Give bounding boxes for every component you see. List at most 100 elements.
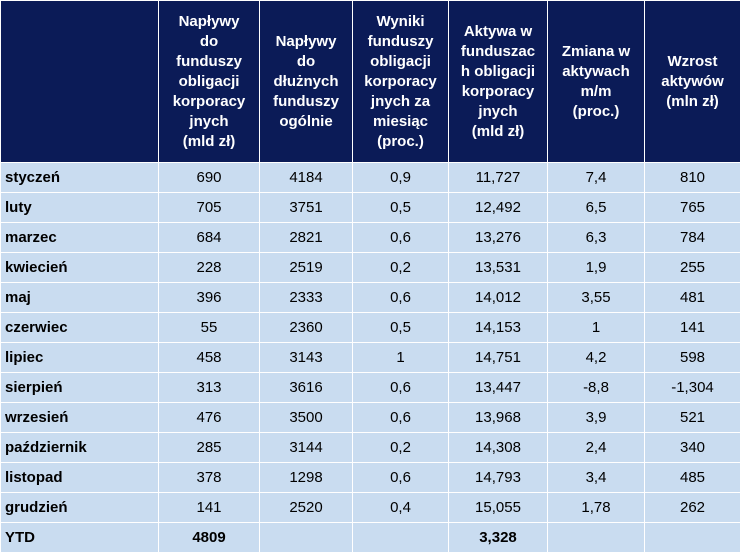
cell-debt-inflows: 2333 [260, 283, 353, 313]
cell-growth: 810 [645, 163, 740, 193]
cell-inflows: 141 [159, 493, 260, 523]
ytd-assets: 3,328 [449, 523, 548, 553]
table-row: lipiec 458 3143 1 14,751 4,2 598 [1, 343, 740, 373]
table-header: Napływy do funduszy obligacji korporacy … [1, 1, 740, 163]
cell-assets: 13,531 [449, 253, 548, 283]
cell-results: 0,6 [353, 463, 449, 493]
header-monthly-results: Wyniki funduszy obligacji korporacy jnyc… [353, 1, 449, 163]
cell-change: 6,5 [548, 193, 645, 223]
table-row: listopad 378 1298 0,6 14,793 3,4 485 [1, 463, 740, 493]
cell-results: 0,2 [353, 253, 449, 283]
cell-inflows: 705 [159, 193, 260, 223]
cell-debt-inflows: 2519 [260, 253, 353, 283]
cell-change: 1,78 [548, 493, 645, 523]
ytd-label: YTD [1, 523, 159, 553]
cell-inflows: 476 [159, 403, 260, 433]
cell-results: 0,2 [353, 433, 449, 463]
table-row: grudzień 141 2520 0,4 15,055 1,78 262 [1, 493, 740, 523]
cell-change: 3,9 [548, 403, 645, 433]
cell-results: 0,4 [353, 493, 449, 523]
ytd-debt-inflows [260, 523, 353, 553]
table-row: maj 396 2333 0,6 14,012 3,55 481 [1, 283, 740, 313]
ytd-growth [645, 523, 740, 553]
table-body: styczeń 690 4184 0,9 11,727 7,4 810 luty… [1, 163, 740, 553]
cell-change: 4,2 [548, 343, 645, 373]
table-row: październik 285 3144 0,2 14,308 2,4 340 [1, 433, 740, 463]
cell-debt-inflows: 3751 [260, 193, 353, 223]
ytd-change [548, 523, 645, 553]
table-row: kwiecień 228 2519 0,2 13,531 1,9 255 [1, 253, 740, 283]
cell-growth: 784 [645, 223, 740, 253]
cell-inflows: 458 [159, 343, 260, 373]
cell-assets: 14,012 [449, 283, 548, 313]
month-cell: marzec [1, 223, 159, 253]
cell-inflows: 313 [159, 373, 260, 403]
header-assets: Aktywa w funduszac h obligacji korporacy… [449, 1, 548, 163]
cell-change: 3,55 [548, 283, 645, 313]
cell-growth: 598 [645, 343, 740, 373]
cell-assets: 14,308 [449, 433, 548, 463]
ytd-row: YTD 4809 3,328 [1, 523, 740, 553]
cell-debt-inflows: 3144 [260, 433, 353, 463]
cell-growth: 521 [645, 403, 740, 433]
cell-assets: 13,447 [449, 373, 548, 403]
cell-results: 0,6 [353, 283, 449, 313]
table-row: marzec 684 2821 0,6 13,276 6,3 784 [1, 223, 740, 253]
month-cell: listopad [1, 463, 159, 493]
cell-growth: 481 [645, 283, 740, 313]
header-inflows-corporate-bond-funds: Napływy do funduszy obligacji korporacy … [159, 1, 260, 163]
header-asset-growth: Wzrost aktywów (mln zł) [645, 1, 740, 163]
cell-inflows: 690 [159, 163, 260, 193]
cell-results: 0,9 [353, 163, 449, 193]
table-row: czerwiec 55 2360 0,5 14,153 1 141 [1, 313, 740, 343]
cell-assets: 14,793 [449, 463, 548, 493]
cell-assets: 13,276 [449, 223, 548, 253]
month-cell: luty [1, 193, 159, 223]
header-asset-change: Zmiana w aktywach m/m (proc.) [548, 1, 645, 163]
cell-change: 6,3 [548, 223, 645, 253]
month-cell: styczeń [1, 163, 159, 193]
cell-assets: 11,727 [449, 163, 548, 193]
cell-debt-inflows: 3500 [260, 403, 353, 433]
cell-debt-inflows: 3143 [260, 343, 353, 373]
cell-inflows: 396 [159, 283, 260, 313]
cell-inflows: 55 [159, 313, 260, 343]
cell-change: 2,4 [548, 433, 645, 463]
cell-debt-inflows: 2520 [260, 493, 353, 523]
cell-change: 7,4 [548, 163, 645, 193]
month-cell: grudzień [1, 493, 159, 523]
month-cell: czerwiec [1, 313, 159, 343]
cell-growth: 262 [645, 493, 740, 523]
cell-growth: 255 [645, 253, 740, 283]
month-cell: lipiec [1, 343, 159, 373]
cell-results: 0,6 [353, 403, 449, 433]
ytd-inflows: 4809 [159, 523, 260, 553]
month-cell: październik [1, 433, 159, 463]
cell-growth: 340 [645, 433, 740, 463]
cell-change: -8,8 [548, 373, 645, 403]
cell-assets: 14,751 [449, 343, 548, 373]
cell-debt-inflows: 4184 [260, 163, 353, 193]
ytd-results [353, 523, 449, 553]
cell-debt-inflows: 2360 [260, 313, 353, 343]
cell-growth: -1,304 [645, 373, 740, 403]
table-row: sierpień 313 3616 0,6 13,447 -8,8 -1,304 [1, 373, 740, 403]
month-cell: maj [1, 283, 159, 313]
month-cell: wrzesień [1, 403, 159, 433]
cell-results: 0,5 [353, 193, 449, 223]
cell-debt-inflows: 2821 [260, 223, 353, 253]
cell-assets: 13,968 [449, 403, 548, 433]
header-row: Napływy do funduszy obligacji korporacy … [1, 1, 740, 163]
cell-results: 0,6 [353, 373, 449, 403]
cell-assets: 15,055 [449, 493, 548, 523]
cell-inflows: 684 [159, 223, 260, 253]
table-row: luty 705 3751 0,5 12,492 6,5 765 [1, 193, 740, 223]
month-cell: kwiecień [1, 253, 159, 283]
header-corner [1, 1, 159, 163]
cell-growth: 485 [645, 463, 740, 493]
cell-results: 0,6 [353, 223, 449, 253]
cell-debt-inflows: 1298 [260, 463, 353, 493]
month-cell: sierpień [1, 373, 159, 403]
cell-assets: 14,153 [449, 313, 548, 343]
